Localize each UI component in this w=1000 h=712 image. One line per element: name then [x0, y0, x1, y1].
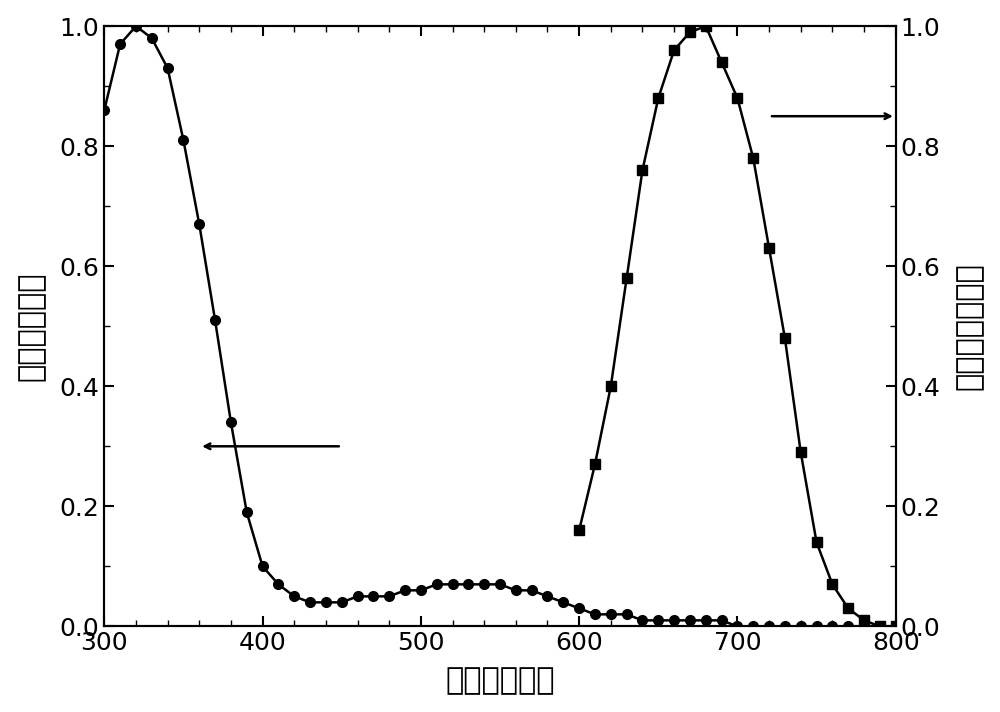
Y-axis label: 归一化荧光强度: 归一化荧光强度: [954, 263, 983, 390]
X-axis label: 波长（纳米）: 波长（纳米）: [445, 666, 555, 696]
Y-axis label: 归一化吸光度: 归一化吸光度: [17, 271, 46, 381]
